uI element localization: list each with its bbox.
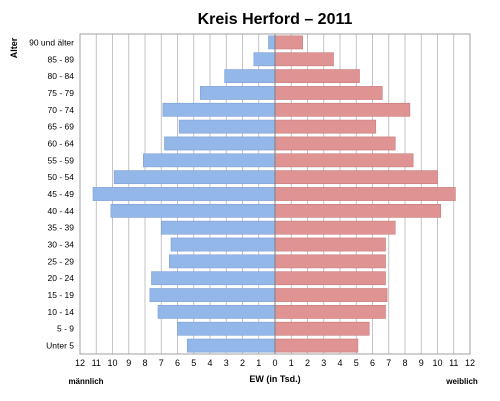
- bars-group: [92, 34, 456, 354]
- bar-female: [274, 102, 411, 117]
- bar-female: [274, 288, 388, 302]
- age-group-label: 35 - 39: [48, 223, 75, 233]
- bar-male: [151, 271, 276, 286]
- bar-female: [274, 338, 359, 353]
- bar-male: [170, 237, 276, 252]
- bar-male: [164, 136, 276, 151]
- x-axis-label: EW (in Tsd.): [249, 374, 300, 384]
- x-tick-label: 0: [272, 358, 277, 368]
- bar-male: [110, 203, 276, 218]
- age-group-label: 40 - 44: [48, 206, 75, 216]
- age-group-label: 5 - 9: [57, 324, 74, 334]
- x-tick-label: 9: [419, 358, 424, 368]
- age-group-label: 25 - 29: [48, 256, 75, 266]
- bar-male: [178, 119, 276, 134]
- x-tick-label: 9: [126, 358, 131, 368]
- bar-male: [157, 305, 276, 319]
- bar-female: [274, 69, 360, 83]
- bar-male: [224, 69, 276, 83]
- bar-female: [274, 220, 396, 235]
- x-tick-label: 11: [92, 358, 101, 368]
- x-tick-label: 3: [224, 358, 229, 368]
- x-tick-labels: 12 11 10 9 8 7 6 5 4 3 2 1 0 1 2 3 4 5 6 7 8 9 10 11 12: [75, 358, 475, 368]
- age-group-label: 85 - 89: [48, 54, 75, 64]
- age-group-label: 30 - 34: [48, 240, 75, 250]
- bar-male: [143, 153, 276, 168]
- age-group-labels: 90 und älter 85 - 89 80 - 84 75 - 79 70 - 74…: [29, 37, 74, 350]
- x-tick-label: 8: [142, 358, 147, 368]
- bar-male: [186, 338, 276, 353]
- x-tick-label: 5: [191, 358, 196, 368]
- x-tick-label: 1: [289, 358, 294, 368]
- x-tick-label: 7: [386, 358, 391, 368]
- age-group-label: 70 - 74: [48, 105, 75, 115]
- x-tick-label: 4: [207, 358, 212, 368]
- bar-male: [113, 170, 276, 185]
- bar-female: [274, 35, 303, 50]
- x-tick-label: 10: [107, 358, 117, 368]
- bar-female: [274, 136, 396, 151]
- bar-male: [199, 86, 276, 100]
- x-tick-label: 12: [75, 358, 85, 368]
- y-axis-label: Alter: [9, 37, 19, 58]
- bar-male: [149, 288, 276, 302]
- age-group-label: 45 - 49: [48, 189, 75, 199]
- age-group-label: 55 - 59: [48, 155, 75, 165]
- age-group-label: 80 - 84: [48, 71, 75, 81]
- x-tick-label: 4: [337, 358, 342, 368]
- x-tick-label: 6: [370, 358, 375, 368]
- bar-male: [268, 35, 276, 50]
- x-tick-label: 2: [240, 358, 245, 368]
- bar-male: [169, 254, 276, 269]
- age-group-label: 50 - 54: [48, 172, 75, 182]
- x-tick-label: 8: [402, 358, 407, 368]
- chart-title: Kreis Herford – 2011: [198, 11, 353, 28]
- age-group-label: 20 - 24: [48, 273, 75, 283]
- plot-frame: [79, 33, 471, 355]
- bar-male: [177, 321, 276, 336]
- bar-female: [274, 119, 377, 134]
- age-group-label: 10 - 14: [48, 307, 75, 317]
- x-tick-label: 12: [465, 358, 475, 368]
- bar-female: [274, 86, 383, 100]
- x-tick-label: 6: [175, 358, 180, 368]
- age-group-label: 90 und älter: [29, 37, 74, 47]
- male-label: männlich: [68, 377, 103, 386]
- bar-female: [274, 237, 386, 252]
- bar-female: [274, 321, 370, 336]
- bar-female: [274, 52, 334, 67]
- bar-male: [92, 187, 276, 201]
- bar-female: [274, 170, 438, 185]
- x-tick-label: 2: [305, 358, 310, 368]
- age-group-label: Unter 5: [46, 341, 74, 351]
- bar-female: [274, 153, 414, 168]
- age-group-label: 75 - 79: [48, 88, 75, 98]
- age-group-label: 65 - 69: [48, 122, 75, 132]
- x-tick-label: 3: [321, 358, 326, 368]
- age-group-label: 15 - 19: [48, 290, 75, 300]
- bar-female: [274, 203, 442, 218]
- female-label: weiblich: [445, 377, 478, 386]
- x-tick-label: 7: [159, 358, 164, 368]
- x-tick-label: 11: [449, 358, 458, 368]
- bar-female: [274, 254, 386, 269]
- x-tick-label: 10: [432, 358, 442, 368]
- bar-female: [274, 305, 386, 319]
- x-tick-label: 5: [354, 358, 359, 368]
- age-group-label: 60 - 64: [48, 138, 75, 148]
- x-tick-label: 1: [256, 358, 261, 368]
- bar-female: [274, 271, 386, 286]
- bar-male: [162, 102, 276, 117]
- bar-male: [160, 220, 276, 235]
- bar-female: [274, 187, 456, 201]
- bar-male: [253, 52, 276, 67]
